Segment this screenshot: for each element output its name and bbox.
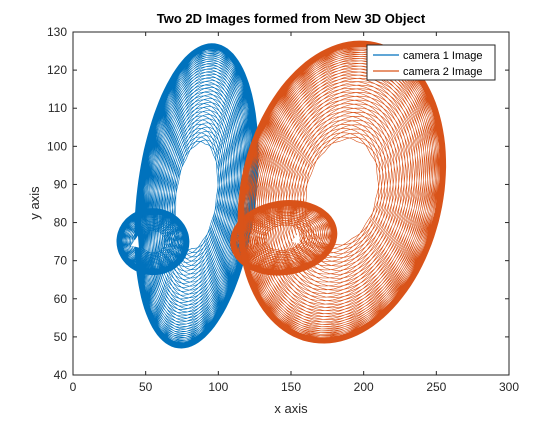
x-tick-label: 150 [281,380,301,394]
x-tick-label: 300 [499,380,519,394]
x-tick-label: 100 [208,380,228,394]
y-tick-label: 60 [54,292,68,306]
x-tick-label: 50 [139,380,153,394]
x-tick-label: 200 [354,380,374,394]
legend-label-camera-2: camera 2 Image [403,66,482,78]
y-tick-label: 100 [47,139,67,153]
legend-label-camera-1: camera 1 Image [403,50,482,62]
y-tick-label: 50 [54,330,68,344]
y-tick-label: 40 [54,368,68,382]
y-axis-label: y axis [27,186,42,220]
y-tick-label: 90 [54,177,68,191]
chart-title: Two 2D Images formed from New 3D Object [157,11,426,26]
y-tick-label: 120 [47,63,67,77]
legend: camera 1 Image camera 2 Image [367,45,495,80]
x-axis-label: x axis [274,401,308,416]
y-tick-label: 130 [47,25,67,39]
x-tick-label: 250 [426,380,446,394]
y-tick-label: 110 [48,101,67,115]
x-tick-label: 0 [70,380,77,394]
y-tick-label: 80 [54,216,68,230]
y-tick-label: 70 [54,254,68,268]
